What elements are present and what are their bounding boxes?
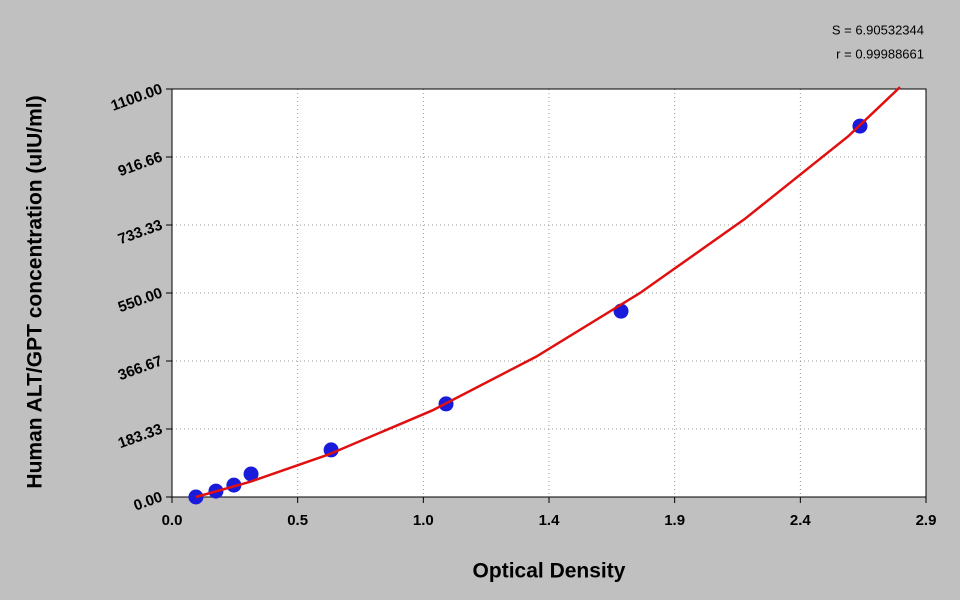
y-tick-label: 733.33: [116, 217, 165, 249]
x-axis-title: Optical Density: [473, 560, 626, 583]
y-tick-label: 916.66: [116, 149, 165, 181]
y-axis-title: Human ALT/GPT concentration (uIU/ml): [24, 95, 47, 488]
x-tick-label: 1.4: [539, 512, 561, 529]
x-tick-label: 0.0: [162, 512, 183, 529]
plot-frame: [171, 88, 927, 498]
x-tick-label: 2.4: [790, 512, 812, 529]
x-tick-label: 1.0: [413, 512, 434, 529]
y-tick-label: 0.00: [131, 489, 164, 515]
data-point: [243, 466, 259, 482]
fit-curve: [195, 86, 901, 499]
x-tick-label: 2.9: [916, 512, 937, 529]
x-tick-label: 0.5: [287, 512, 308, 529]
annotation: S = 6.90532344: [832, 22, 924, 37]
x-tick-label: 1.9: [664, 512, 685, 529]
annotation: r = 0.99988661: [836, 46, 924, 61]
y-tick-label: 550.00: [116, 285, 165, 317]
y-tick-label: 183.33: [116, 421, 165, 453]
y-tick-label: 1100.00: [109, 81, 165, 115]
y-tick-label: 366.67: [116, 353, 165, 385]
